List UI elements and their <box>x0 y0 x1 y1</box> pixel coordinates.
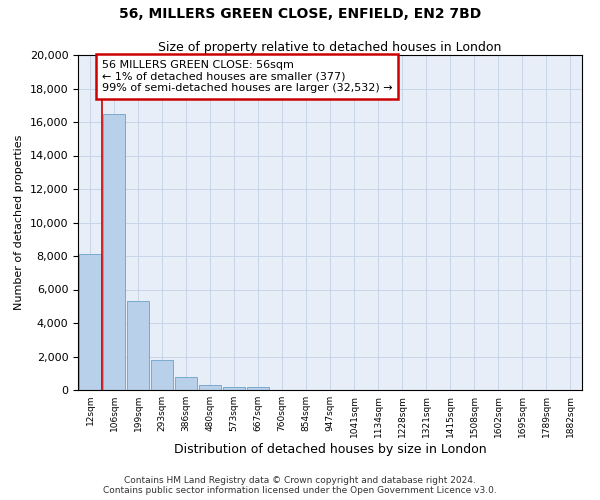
Text: 56 MILLERS GREEN CLOSE: 56sqm
← 1% of detached houses are smaller (377)
99% of s: 56 MILLERS GREEN CLOSE: 56sqm ← 1% of de… <box>102 60 392 93</box>
Text: 56, MILLERS GREEN CLOSE, ENFIELD, EN2 7BD: 56, MILLERS GREEN CLOSE, ENFIELD, EN2 7B… <box>119 8 481 22</box>
Bar <box>223 386 245 390</box>
Bar <box>103 114 125 390</box>
Title: Size of property relative to detached houses in London: Size of property relative to detached ho… <box>158 41 502 54</box>
Text: Contains HM Land Registry data © Crown copyright and database right 2024.
Contai: Contains HM Land Registry data © Crown c… <box>103 476 497 495</box>
Bar <box>175 378 197 390</box>
Bar <box>199 385 221 390</box>
X-axis label: Distribution of detached houses by size in London: Distribution of detached houses by size … <box>173 442 487 456</box>
Bar <box>247 386 269 390</box>
Y-axis label: Number of detached properties: Number of detached properties <box>14 135 24 310</box>
Bar <box>127 301 149 390</box>
Bar <box>151 360 173 390</box>
Bar <box>79 254 101 390</box>
